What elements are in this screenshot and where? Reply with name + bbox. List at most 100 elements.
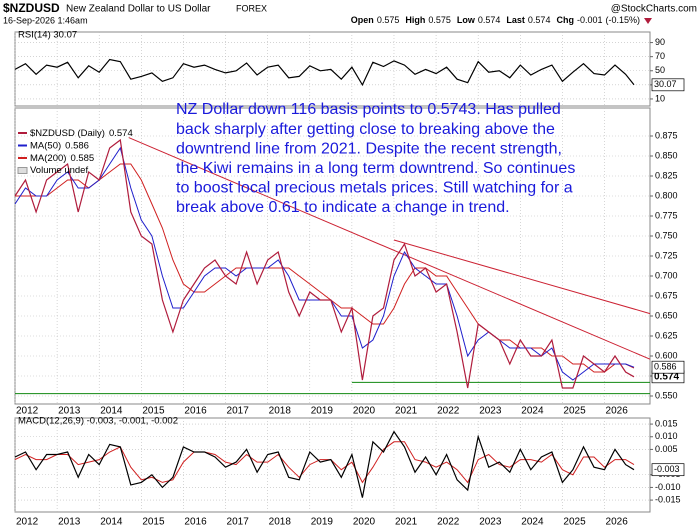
trend-line: [128, 137, 651, 360]
value-marker: 0.574: [654, 371, 679, 382]
value-marker-box: [651, 360, 685, 374]
x-tick-label: 2021: [395, 406, 418, 417]
quote-value: 0.574: [478, 15, 501, 25]
quote-value: 0.574: [528, 15, 551, 25]
annotation: downtrend line from 2021. Despite the re…: [176, 140, 562, 157]
x-tick-label: 2012: [16, 406, 39, 417]
y-tick-label: -0.015: [655, 494, 681, 504]
x-tick-label: 2017: [227, 517, 250, 528]
annotation: to boost local precious metals prices. S…: [176, 180, 573, 197]
panel-frame: [14, 31, 651, 107]
legend-value: 0.586: [65, 140, 89, 151]
instrument-name: New Zealand Dollar to US Dollar: [66, 4, 211, 15]
x-tick-label: 2018: [269, 406, 292, 417]
x-tick-label: 2021: [395, 517, 418, 528]
legend-name: $NZDUSD (Daily): [30, 128, 105, 139]
y-tick-label: 0.010: [655, 431, 678, 441]
quote-value: 0.575: [377, 15, 400, 25]
x-tick-label: 2017: [227, 406, 250, 417]
x-tick-label: 2019: [311, 406, 334, 417]
quote: Open 0.575 High 0.575 Low 0.574 Last 0.574 Chg -0…: [351, 15, 640, 25]
y-tick-label: 70: [655, 51, 665, 61]
legend-entry: $NZDUSD (Daily) 0.574: [30, 128, 133, 139]
legend-value: 0.585: [70, 153, 94, 164]
value-marker: 0.586: [654, 362, 677, 372]
x-tick-label: 2012: [16, 517, 39, 528]
x-tick-label: 2022: [437, 517, 460, 528]
x-tick-label: 2019: [311, 517, 334, 528]
series-line: [14, 430, 635, 498]
legend-entry: MA(50) 0.586: [30, 140, 89, 151]
legend-value: 0.574: [109, 128, 133, 139]
y-tick-label: 0.600: [655, 350, 678, 360]
quote-label: High: [405, 15, 425, 25]
y-tick-label: 0.875: [655, 130, 678, 140]
legend-name: MA(200): [30, 153, 66, 164]
x-tick-label: 2022: [437, 406, 460, 417]
y-tick-label: 0.650: [655, 310, 678, 320]
series-line: [14, 441, 635, 484]
y-tick-label: -0.010: [655, 482, 681, 492]
x-tick-label: 2013: [58, 517, 81, 528]
value-marker: -0.003: [654, 464, 680, 474]
date: 16-Sep-2026 1:46am: [3, 15, 88, 25]
y-tick-label: 0.800: [655, 190, 678, 200]
x-tick-label: 2015: [142, 517, 165, 528]
y-tick-label: 0.550: [655, 390, 678, 400]
legend-entry: MA(200) 0.585: [30, 153, 94, 164]
y-tick-label: 10: [655, 93, 665, 103]
down-arrow: [644, 18, 652, 24]
series-line: [14, 138, 635, 389]
legend-entry: Volume undef: [30, 165, 88, 176]
x-tick-label: 2023: [479, 517, 502, 528]
x-tick-label: 2014: [100, 517, 123, 528]
symbol: $NZDUSD: [3, 1, 60, 15]
quote-label: Low: [457, 15, 476, 25]
y-tick-label: 0.850: [655, 150, 678, 160]
annotation: the Kiwi remains in a long term downtren…: [176, 160, 575, 177]
exchange: FOREX: [236, 3, 267, 13]
legend-swatch: [17, 167, 28, 174]
quote-label: Last: [506, 15, 525, 25]
y-tick-label: 0.005: [655, 444, 678, 454]
panel-label: RSI(14) 30.07: [18, 30, 77, 41]
value-marker-box: [651, 78, 685, 92]
x-tick-label: 2020: [353, 517, 376, 528]
x-tick-label: 2016: [184, 406, 207, 417]
y-tick-label: 0.725: [655, 250, 678, 260]
panel-label: MACD(12,26,9) -0.003, -0.001, -0.002: [18, 416, 178, 427]
x-tick-label: 2013: [58, 406, 81, 417]
value-marker: 30.07: [654, 79, 677, 89]
series-line: [14, 58, 635, 87]
y-tick-label: 0.015: [655, 418, 678, 428]
y-tick-label: 0.750: [655, 230, 678, 240]
trend-line: [393, 239, 651, 315]
quote-label: Open: [351, 15, 374, 25]
x-tick-label: 2020: [353, 406, 376, 417]
source: @StockCharts.com: [611, 4, 697, 15]
x-tick-label: 2026: [606, 406, 629, 417]
y-tick-label: 90: [655, 37, 665, 47]
x-tick-label: 2023: [479, 406, 502, 417]
x-tick-label: 2018: [269, 517, 292, 528]
quote-value: -0.001: [577, 15, 603, 25]
legend-name: MA(50): [30, 140, 61, 151]
panel-frame: [14, 417, 651, 513]
y-tick-label: 50: [655, 65, 665, 75]
x-tick-label: 2014: [100, 406, 123, 417]
x-tick-label: 2025: [563, 517, 586, 528]
quote-value: 0.575: [428, 15, 451, 25]
y-tick-label: 0.825: [655, 170, 678, 180]
y-tick-label: 0.700: [655, 270, 678, 280]
y-tick-label: 0.675: [655, 290, 678, 300]
x-tick-label: 2026: [606, 517, 629, 528]
x-tick-label: 2016: [184, 517, 207, 528]
annotation: NZ Dollar down 116 basis points to 0.574…: [176, 101, 561, 118]
annotation: break above 0.61 to indicate a change in…: [176, 199, 510, 216]
quote-label: Chg: [556, 15, 574, 25]
value-marker-box: [651, 463, 685, 477]
x-tick-label: 2024: [521, 517, 544, 528]
x-tick-label: 2024: [521, 406, 544, 417]
